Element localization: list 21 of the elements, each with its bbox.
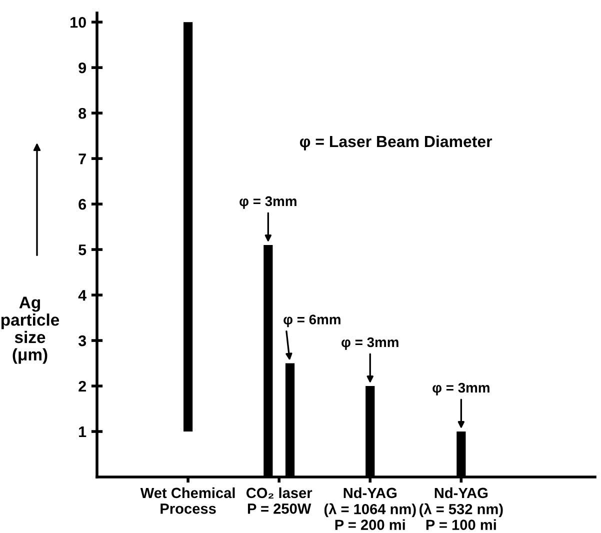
- y-tick-label: 5: [78, 244, 86, 256]
- y-tick-label: 10: [70, 16, 86, 28]
- annotation: φ = Laser Beam Diameter: [300, 135, 492, 150]
- x-tick-label: Nd-YAG (λ = 1064 nm) P = 200 mi: [324, 487, 416, 530]
- y-tick-label: 3: [78, 335, 86, 346]
- annotation: φ = 3mm: [240, 196, 296, 209]
- y-axis-title: Ag particle size (μm): [1, 296, 60, 364]
- y-tick-label: 4: [78, 290, 86, 301]
- y-tick-label: 6: [78, 198, 86, 210]
- annotation: φ = 3mm: [432, 382, 490, 396]
- y-tick-label: 7: [78, 154, 86, 164]
- annotation: φ = 6mm: [284, 314, 340, 328]
- x-tick-label: Nd-YAG (λ = 532 nm) P = 100 mi: [420, 487, 503, 530]
- x-tick-label: CO₂ laser P = 250W: [246, 487, 312, 514]
- y-tick-label: 2: [78, 380, 86, 392]
- annotation: φ = 3mm: [342, 337, 398, 350]
- y-tick-label: 8: [78, 108, 86, 119]
- x-tick-label: Wet Chemical Process: [140, 487, 235, 514]
- y-tick-label: 9: [78, 62, 86, 74]
- y-tick-label: 1: [79, 426, 86, 438]
- bar: [183, 22, 193, 432]
